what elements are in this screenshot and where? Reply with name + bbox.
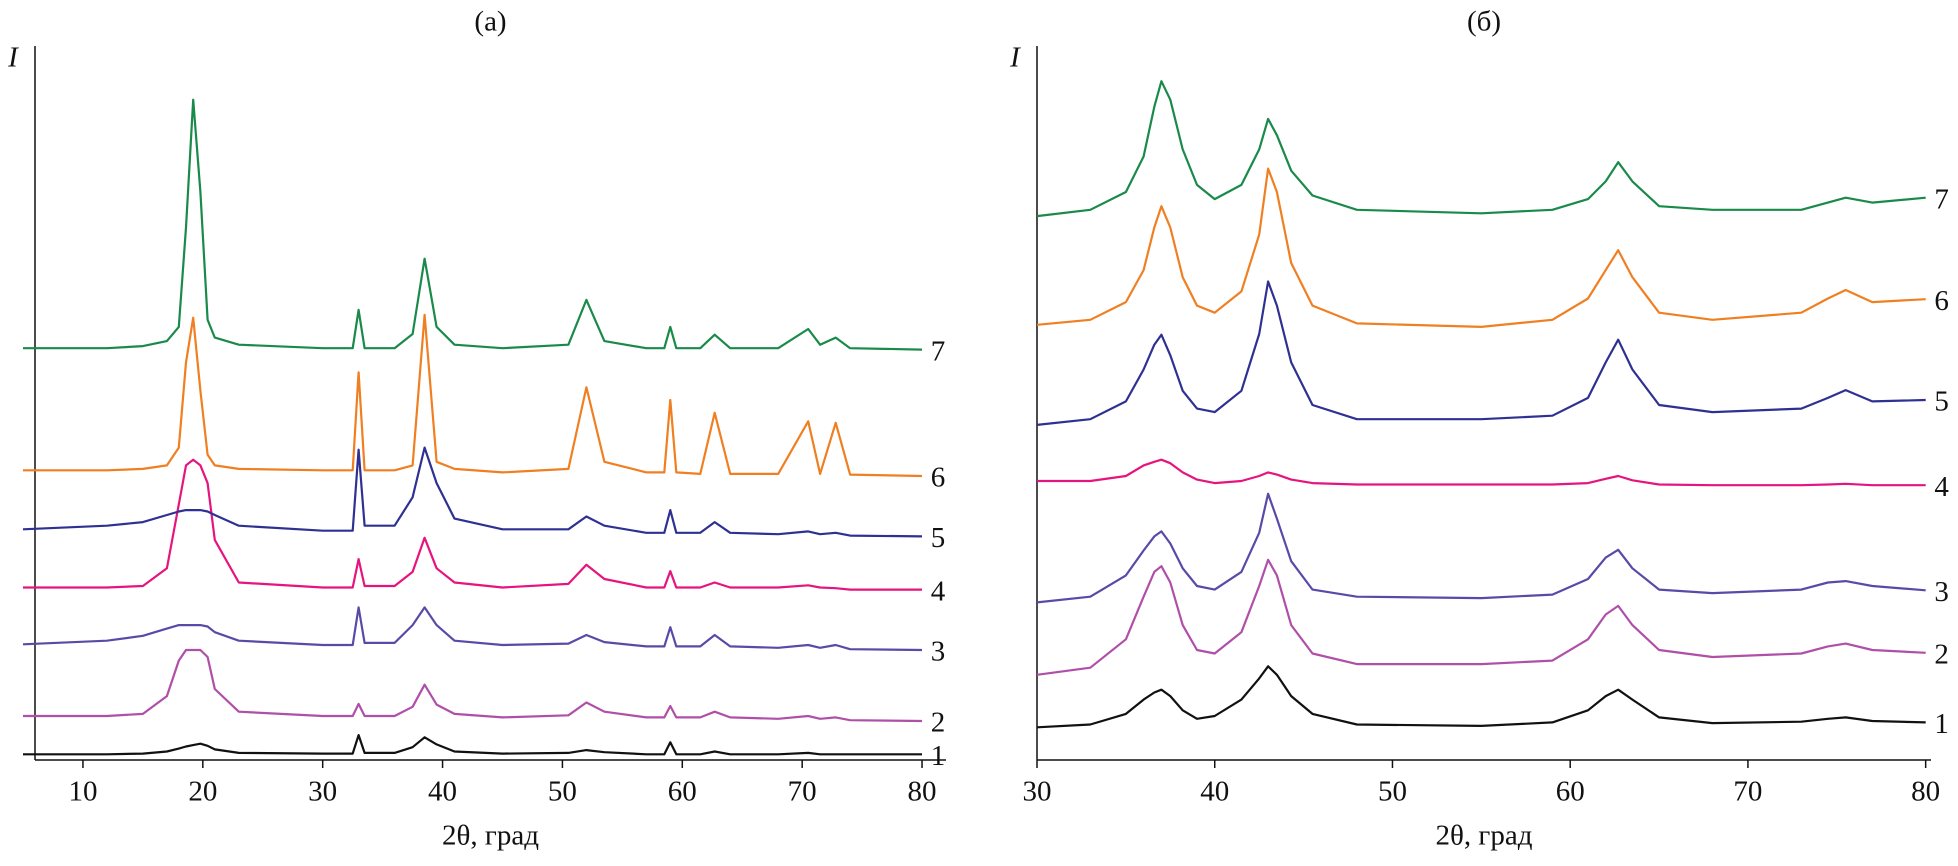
series-line xyxy=(23,313,923,478)
x-axis-label: 2θ, град xyxy=(442,820,539,852)
series-line xyxy=(23,734,922,756)
series-label: 5 xyxy=(1934,386,1949,418)
series-line xyxy=(1036,80,1926,218)
x-tick-label: 80 xyxy=(1911,776,1940,808)
series-label: 2 xyxy=(1934,638,1949,670)
series-label: 4 xyxy=(931,575,946,607)
x-tick-label: 80 xyxy=(908,776,937,808)
x-tick-label: 70 xyxy=(788,776,817,808)
x-tick-label: 50 xyxy=(1378,776,1407,808)
series-label: 4 xyxy=(1934,471,1949,503)
series-line xyxy=(22,446,923,538)
x-tick-label: 70 xyxy=(1733,776,1762,808)
y-axis-label: I xyxy=(1009,42,1021,74)
x-tick-label: 40 xyxy=(428,776,457,808)
x-tick-label: 20 xyxy=(188,776,217,808)
series-label: 3 xyxy=(1934,576,1949,608)
series-label: 3 xyxy=(931,636,946,668)
series-label: 6 xyxy=(1934,285,1949,317)
series-line xyxy=(1036,665,1926,729)
series-line xyxy=(1036,558,1926,676)
series-line xyxy=(1036,280,1926,426)
series-label: 6 xyxy=(931,462,946,494)
series-line xyxy=(23,458,922,591)
series-label: 1 xyxy=(1934,708,1949,740)
panel-title: (а) xyxy=(474,6,506,38)
x-axis-label: 2θ, град xyxy=(1436,820,1533,852)
series-line xyxy=(22,606,923,652)
series-line xyxy=(1037,458,1926,487)
series-label: 7 xyxy=(1934,183,1949,215)
series-label: 7 xyxy=(931,335,946,367)
x-tick-label: 10 xyxy=(68,776,97,808)
x-tick-label: 50 xyxy=(548,776,577,808)
series-label: 5 xyxy=(931,522,946,554)
panel-title: (б) xyxy=(1467,6,1501,38)
x-tick-label: 30 xyxy=(1023,776,1052,808)
series-line xyxy=(1036,492,1926,604)
series-line xyxy=(23,648,923,723)
y-axis-label: I xyxy=(7,42,19,74)
x-tick-label: 60 xyxy=(1556,776,1585,808)
x-tick-label: 60 xyxy=(668,776,697,808)
series-line xyxy=(23,98,923,351)
x-tick-label: 40 xyxy=(1200,776,1229,808)
series-line xyxy=(1036,167,1926,328)
series-label: 2 xyxy=(931,707,946,739)
x-tick-label: 30 xyxy=(308,776,337,808)
series-label: 1 xyxy=(931,740,946,772)
